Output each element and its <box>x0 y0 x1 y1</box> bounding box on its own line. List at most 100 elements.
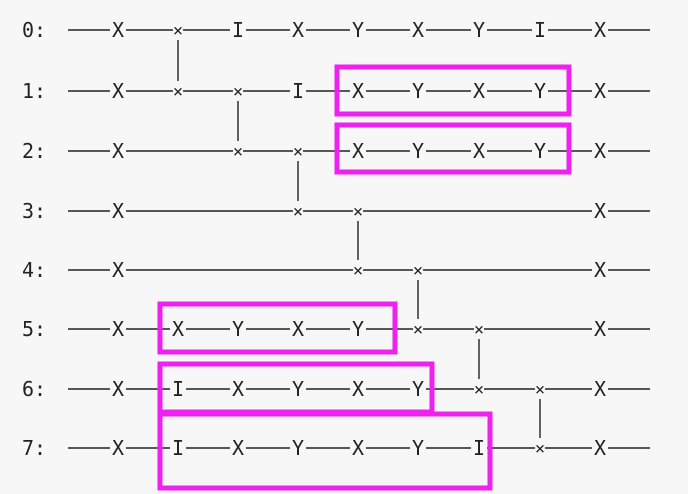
wire-label-4: 4: <box>22 258 46 282</box>
highlight-box-0 <box>334 64 572 117</box>
gate-bg <box>413 260 423 280</box>
wire-label-6: 6: <box>22 377 46 401</box>
swap-gate: × <box>233 142 243 162</box>
gate-x: X <box>112 436 124 460</box>
gate-i: I <box>473 436 485 460</box>
gate-y: Y <box>352 317 364 341</box>
wire-label-3: 3: <box>22 199 46 223</box>
gate-i: I <box>292 79 304 103</box>
gate-x: X <box>412 18 424 42</box>
swap-gate: × <box>173 21 183 41</box>
swap-gate: × <box>413 320 423 340</box>
gate-bg <box>230 438 246 458</box>
gate-bg <box>413 319 423 339</box>
gate-bg <box>230 20 246 40</box>
gate-bg <box>290 438 306 458</box>
gate-bg <box>592 438 608 458</box>
gate-y: Y <box>292 436 304 460</box>
gate-bg <box>410 81 426 101</box>
gate-bg <box>110 438 126 458</box>
gate-bg <box>535 438 545 458</box>
gate-x: X <box>594 199 606 223</box>
gate-x: X <box>172 317 184 341</box>
gate-x: X <box>292 18 304 42</box>
gate-x: X <box>473 139 485 163</box>
gate-x: X <box>594 139 606 163</box>
gate-y: Y <box>412 139 424 163</box>
gate-bg <box>592 20 608 40</box>
gate-bg <box>350 438 366 458</box>
gate-bg <box>110 81 126 101</box>
gate-bg <box>110 141 126 161</box>
gate-bg <box>230 379 246 399</box>
gate-y: Y <box>534 139 546 163</box>
gate-bg <box>110 201 126 221</box>
gate-x: X <box>352 79 364 103</box>
gate-bg <box>592 141 608 161</box>
gate-bg <box>290 20 306 40</box>
gate-y: Y <box>473 18 485 42</box>
gate-y: Y <box>412 377 424 401</box>
gate-x: X <box>292 317 304 341</box>
gate-bg <box>353 201 363 221</box>
gate-bg <box>592 260 608 280</box>
gate-bg <box>474 319 484 339</box>
gate-x: X <box>352 139 364 163</box>
gate-x: X <box>473 79 485 103</box>
gate-bg <box>592 81 608 101</box>
gate-bg <box>293 201 303 221</box>
gate-bg <box>290 319 306 339</box>
gate-y: Y <box>412 436 424 460</box>
gate-bg <box>290 81 306 101</box>
gate-bg <box>290 379 306 399</box>
gate-x: X <box>594 436 606 460</box>
gate-bg <box>592 379 608 399</box>
gate-x: X <box>112 79 124 103</box>
highlight-box-1 <box>334 122 572 175</box>
gate-y: Y <box>352 18 364 42</box>
gate-bg <box>110 319 126 339</box>
wire-label-0: 0: <box>22 18 46 42</box>
gate-bg <box>471 438 487 458</box>
gate-bg <box>293 141 303 161</box>
gate-bg <box>532 81 548 101</box>
wire-label-2: 2: <box>22 139 46 163</box>
gate-x: X <box>594 377 606 401</box>
gate-x: X <box>112 317 124 341</box>
gate-bg <box>471 81 487 101</box>
gate-x: X <box>112 377 124 401</box>
gate-x: X <box>594 317 606 341</box>
gate-bg <box>170 319 186 339</box>
swap-gate: × <box>173 82 183 102</box>
gate-x: X <box>594 18 606 42</box>
swap-gate: × <box>233 82 243 102</box>
gate-x: X <box>594 79 606 103</box>
swap-gate: × <box>535 439 545 459</box>
gate-bg <box>110 20 126 40</box>
gate-x: X <box>232 436 244 460</box>
gate-x: X <box>112 258 124 282</box>
gate-y: Y <box>412 79 424 103</box>
highlight-box-2 <box>157 301 398 355</box>
gate-x: X <box>232 377 244 401</box>
wire-labels: 0: 1: 2: 3: 4: 5: 6: 7: <box>22 18 46 460</box>
swap-gate: × <box>535 380 545 400</box>
swap-gate: × <box>413 261 423 281</box>
gate-x: X <box>594 258 606 282</box>
gate-x: X <box>352 377 364 401</box>
gate-y: Y <box>232 317 244 341</box>
gate-y: Y <box>534 79 546 103</box>
gate-bg <box>350 20 366 40</box>
swap-gate: × <box>353 261 363 281</box>
gate-x: X <box>112 18 124 42</box>
gate-symbols: X × I X Y X Y I X X × × I X Y X Y X X × × X Y X Y X X × × X X × × X X X Y X Y ×… <box>110 18 608 460</box>
highlight-boxes <box>157 64 572 491</box>
gate-bg <box>471 141 487 161</box>
wire-label-5: 5: <box>22 317 46 341</box>
gate-bg <box>353 260 363 280</box>
gate-bg <box>410 379 426 399</box>
gate-bg <box>350 319 366 339</box>
highlight-box-4 <box>157 411 493 491</box>
